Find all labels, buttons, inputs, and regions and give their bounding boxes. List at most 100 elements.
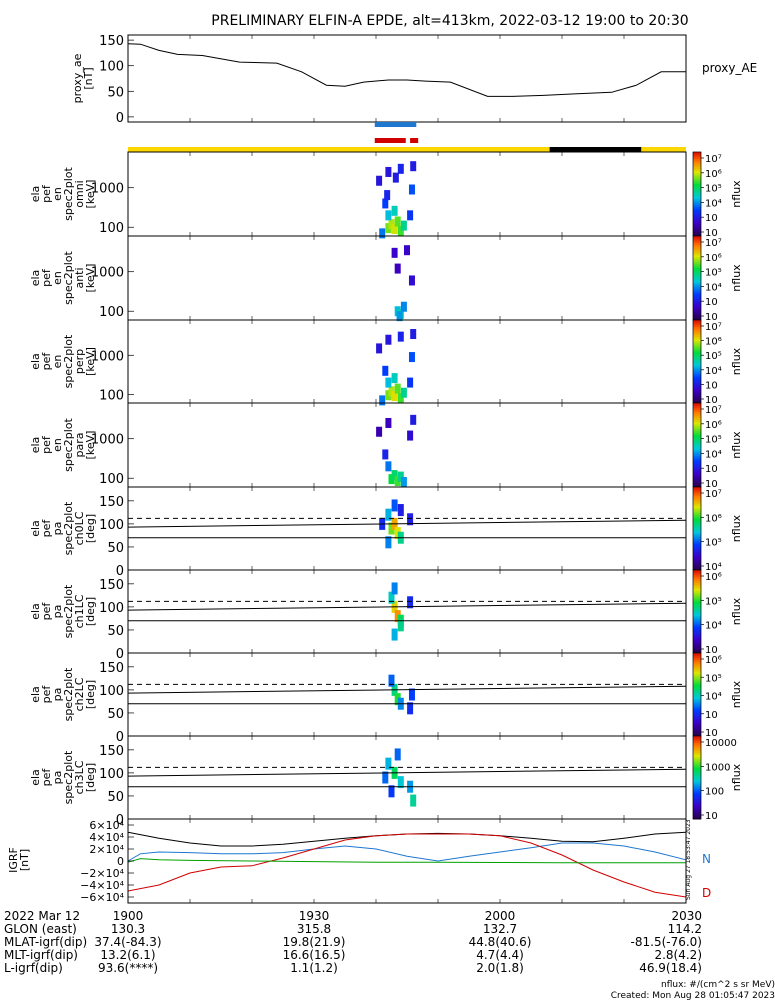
heatmap-cell <box>398 504 404 516</box>
colorbar-tick-label: 10⁴ <box>705 282 722 293</box>
panels-group: 050100150proxy_AEproxy_ae[nT]1000100elap… <box>4 34 757 975</box>
spec_perp-frame <box>128 320 686 403</box>
table-cell: 4.7(4.4) <box>476 948 524 962</box>
heatmap-cell <box>410 795 416 807</box>
panel-spec_perp: 1000100 <box>91 320 686 405</box>
panel-proxy-ae: 050100150proxy_AE <box>99 34 757 126</box>
heatmap-cell <box>382 366 388 376</box>
heatmap-cell <box>395 264 401 274</box>
colorbar-tick-label: 10⁶ <box>705 253 722 264</box>
colorbar-tick-label: 10⁷ <box>705 154 722 165</box>
colorbar-tick-label: 10⁶ <box>705 420 722 431</box>
ylabel-spec_omni-line: [keV] <box>84 180 97 209</box>
heatmap-cell <box>395 748 401 760</box>
colorbar-tick-label: 100 <box>705 787 724 798</box>
y-tick-label: 50 <box>107 624 124 639</box>
lc-upper-line <box>128 686 686 693</box>
heatmap-cell <box>407 431 413 441</box>
table-row-label: 2022 Mar 12 <box>4 909 80 923</box>
heatmap-cell <box>401 477 407 487</box>
heatmap-cell <box>385 509 391 521</box>
y-tick-label: 0 <box>116 730 124 745</box>
panel-spec_anti: 1000100 <box>91 236 686 321</box>
units-footer: nflux: #/(cm^2 s sr MeV) <box>661 980 775 990</box>
heatmap-cell <box>392 629 398 641</box>
table-row-label: MLT-igrf(dip) <box>4 948 78 962</box>
panel-pa_ch2: 050100150 <box>99 653 686 745</box>
ylabel-spec_anti: elapefenspec2plotanti[keV] <box>29 251 97 305</box>
table-cell: 1930 <box>299 909 330 923</box>
heatmap-cell <box>392 499 398 511</box>
y-tick-label: 150 <box>99 495 124 510</box>
heatmap-cell <box>384 190 390 200</box>
heatmap-cell <box>379 395 385 405</box>
table-cell: 46.9(18.4) <box>639 961 702 975</box>
panel-igrf: 6×10⁴4×10⁴2×10⁴0−2×10⁴−4×10⁴−6×10⁴ N D <box>80 819 711 904</box>
heatmap-cell <box>385 461 391 471</box>
colorbar-tick-label: 10⁵ <box>705 268 722 279</box>
ylabel-proxy-ae: proxy_ae[nT] <box>71 53 95 103</box>
colorbar-band <box>693 570 701 573</box>
spec_omni-frame <box>128 152 686 236</box>
ylabel-pa_ch3-line: [deg] <box>84 763 97 792</box>
y-tick-label: 50 <box>107 85 124 100</box>
heatmap-cell <box>385 418 391 428</box>
table-cell: 16.6(16.5) <box>283 948 346 962</box>
ylabel-pa_ch1: elapefpaspec2plotch1LC[deg] <box>29 584 97 638</box>
colorbar-label: nflux <box>730 431 743 459</box>
colorbar-spec_omni: 10⁷10⁶10⁵10⁴10⁳10⁲nflux <box>693 152 743 239</box>
y-tick-label: 100 <box>99 221 124 236</box>
colorbar-tick-label: 10⁴ <box>705 692 722 703</box>
table-cell: 93.6(****) <box>98 961 158 975</box>
y-tick-label: 100 <box>99 767 124 782</box>
colorbar-label: nflux <box>730 680 743 708</box>
ylabel-spec_perp-line: [keV] <box>84 347 97 376</box>
heatmap-cell <box>407 210 413 220</box>
table-cell: 44.8(40.6) <box>469 935 532 949</box>
colorbar-tick-label: 10⁵ <box>705 435 722 446</box>
colorbar-tick-label: 10⁷ <box>705 405 722 416</box>
legend-igrf-n: N <box>702 852 711 866</box>
colorbar-tick-label: 10⁳ <box>705 213 718 224</box>
legend-igrf-d: D <box>702 886 711 900</box>
status-bar-science_red_1 <box>375 138 406 143</box>
colorbar-tick-label: 1000 <box>705 762 730 773</box>
table-cell: 315.8 <box>297 922 331 936</box>
heatmap-cell <box>409 352 415 362</box>
pa_ch1-frame <box>128 570 686 653</box>
colorbar-tick-label: 10⁷ <box>705 489 722 500</box>
pa_ch0-frame <box>128 487 686 570</box>
colorbar-tick-label: 10 <box>705 811 718 822</box>
status-bar-science_red_2 <box>410 138 418 143</box>
ylabel-pa_ch1-line: [deg] <box>84 597 97 626</box>
colorbar-label: nflux <box>730 347 743 375</box>
heatmap-cell <box>398 164 404 174</box>
ylabel-spec_omni: elapefenspec2plotomni[keV] <box>29 167 97 221</box>
ylabel-igrf-line: [nT] <box>18 849 31 871</box>
status-bar-eclipse_yellow_1 <box>128 147 550 152</box>
y-tick-label: 50 <box>107 790 124 805</box>
colorbar-tick-label: 10⁴ <box>705 366 722 377</box>
colorbar-pa_ch3: 10000100010010nflux <box>693 736 743 822</box>
colorbar-spec_perp: 10⁷10⁶10⁵10⁴10⁳10⁲nflux <box>693 320 743 406</box>
table-row-label: GLON (east) <box>4 922 77 936</box>
colorbar-tick-label: 10⁵ <box>705 538 722 549</box>
y-tick-label: 100 <box>99 388 124 403</box>
heatmap-cell <box>379 228 385 238</box>
colorbar-band <box>693 236 701 239</box>
y-tick-label: 50 <box>107 541 124 556</box>
colorbar-band <box>693 736 701 739</box>
heatmap-cell <box>385 378 391 388</box>
colorbar-tick-label: 10⁵ <box>705 596 722 607</box>
y-tick-label: 100 <box>99 518 124 533</box>
heatmap-cell <box>376 343 382 353</box>
heatmap-cell <box>385 210 391 220</box>
ylabel-pa_ch0-line: [deg] <box>84 514 97 543</box>
colorbar-tick-label: 10⁶ <box>705 337 722 348</box>
heatmap-cell <box>395 384 401 394</box>
heatmap-cell <box>382 449 388 459</box>
pa_ch3-frame <box>128 736 686 819</box>
heatmap-cell <box>409 275 415 285</box>
table-cell: 2.0(1.8) <box>476 961 524 975</box>
y-tick-label: 100 <box>99 305 124 320</box>
